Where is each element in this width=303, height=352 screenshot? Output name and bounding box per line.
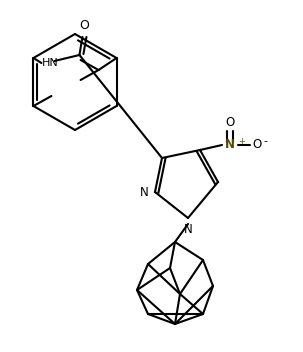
Text: O: O: [252, 138, 261, 151]
Text: O: O: [225, 116, 235, 129]
Text: HN: HN: [42, 58, 58, 68]
Text: O: O: [79, 19, 89, 32]
Text: -: -: [263, 136, 267, 146]
Text: N: N: [140, 186, 149, 199]
Text: N: N: [225, 138, 235, 151]
Text: +: +: [238, 137, 245, 145]
Text: N: N: [184, 223, 192, 236]
